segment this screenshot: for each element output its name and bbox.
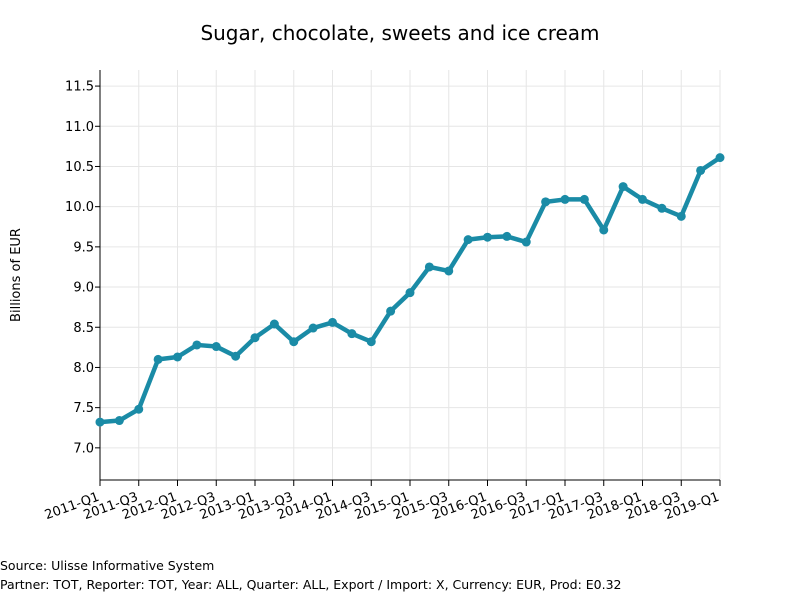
data-point [95, 417, 105, 427]
data-point [599, 225, 609, 235]
data-point [579, 194, 589, 204]
data-point [463, 235, 473, 245]
data-point [308, 323, 318, 333]
grid-layer [99, 70, 721, 480]
y-tick-label: 10.0 [65, 200, 94, 215]
y-tick-label: 8.5 [73, 321, 94, 336]
series-layer [95, 153, 725, 427]
source-details: Partner: TOT, Reporter: TOT, Year: ALL, … [0, 577, 622, 592]
y-tick-label: 11.0 [65, 120, 94, 135]
data-point [328, 317, 337, 327]
data-point [192, 340, 202, 350]
tick-layer: 7.07.58.08.59.09.510.010.511.011.52011-Q… [43, 80, 721, 524]
y-tick-label: 8.0 [73, 361, 94, 376]
data-point [153, 354, 163, 364]
data-point [560, 194, 570, 204]
data-point [347, 329, 357, 339]
source-note: Source: Ulisse Informative System [0, 558, 215, 573]
data-point [521, 237, 531, 247]
data-point [269, 319, 279, 329]
chart-title: Sugar, chocolate, sweets and ice cream [200, 21, 600, 45]
data-point [289, 337, 299, 347]
data-point [715, 153, 725, 163]
data-point [405, 288, 415, 298]
data-point [657, 203, 667, 213]
data-point [541, 197, 551, 207]
data-point [134, 404, 144, 414]
data-point [502, 231, 512, 241]
y-tick-label: 7.0 [73, 441, 94, 456]
data-point [696, 165, 706, 175]
data-point [444, 266, 454, 276]
data-point [386, 306, 396, 316]
data-point [424, 262, 434, 272]
y-tick-label: 7.5 [73, 401, 94, 416]
y-tick-label: 10.5 [65, 160, 94, 175]
data-point [114, 416, 124, 426]
data-point [366, 337, 376, 347]
data-point [618, 182, 628, 192]
data-point [173, 352, 182, 362]
data-point [638, 194, 647, 204]
data-point [676, 211, 686, 221]
data-point [231, 351, 241, 361]
data-point [211, 342, 221, 352]
y-tick-label: 9.0 [73, 281, 94, 296]
y-tick-label: 9.5 [73, 240, 94, 255]
y-axis-label: Billions of EUR [9, 228, 24, 322]
data-point [250, 333, 260, 343]
data-point [483, 232, 492, 242]
y-tick-label: 11.5 [65, 80, 94, 95]
